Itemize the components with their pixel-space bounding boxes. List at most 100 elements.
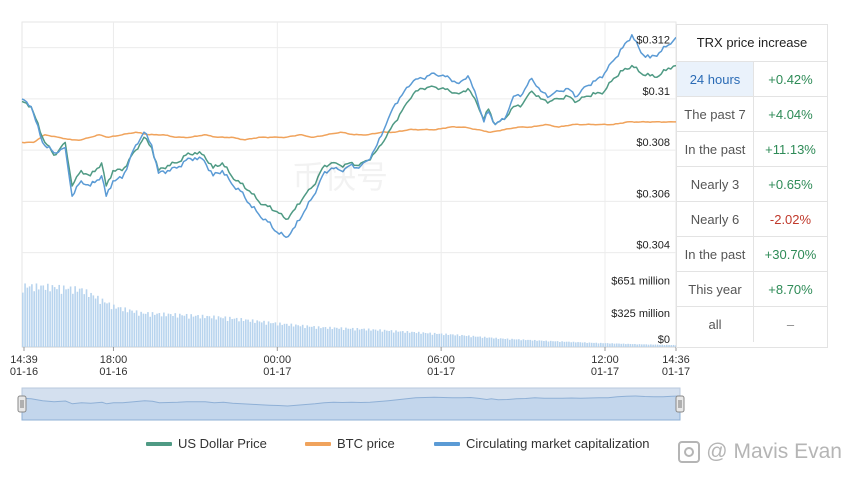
period-label[interactable]: all bbox=[677, 307, 754, 342]
volume-bar bbox=[388, 330, 390, 347]
stats-row[interactable]: This year +8.70% bbox=[677, 272, 827, 307]
volume-bar bbox=[119, 307, 122, 347]
volume-bar bbox=[420, 333, 422, 347]
legend-label: US Dollar Price bbox=[178, 436, 267, 451]
volume-bar bbox=[650, 344, 652, 347]
volume-bar bbox=[290, 323, 293, 347]
volume-bar bbox=[595, 342, 598, 347]
volume-bar bbox=[522, 339, 525, 347]
volume-bar bbox=[634, 343, 636, 347]
volume-bar bbox=[499, 338, 502, 347]
volume-bar bbox=[431, 334, 434, 347]
volume-bar bbox=[206, 315, 208, 347]
stats-row[interactable]: Nearly 6 -2.02% bbox=[677, 202, 827, 237]
period-label[interactable]: In the past bbox=[677, 132, 754, 166]
period-label[interactable]: 24 hours bbox=[677, 62, 754, 96]
volume-bar bbox=[56, 289, 58, 347]
volume-bar bbox=[543, 340, 545, 347]
legend-item-btc-price[interactable]: BTC price bbox=[305, 436, 395, 451]
volume-bar bbox=[113, 304, 115, 347]
volume-bar bbox=[204, 318, 206, 347]
period-label[interactable]: Nearly 6 bbox=[677, 202, 754, 236]
volume-bar bbox=[28, 286, 31, 347]
volume-bar bbox=[570, 342, 573, 347]
volume-bar bbox=[618, 343, 620, 347]
volume-bar bbox=[588, 342, 591, 347]
volume-bar bbox=[26, 287, 29, 347]
stats-row[interactable]: The past 7 +4.04% bbox=[677, 97, 827, 132]
volume-bar bbox=[308, 326, 311, 347]
volume-bar bbox=[142, 313, 145, 347]
volume-bar bbox=[247, 319, 249, 347]
legend-label: Circulating market capitalization bbox=[466, 436, 650, 451]
volume-bar bbox=[279, 322, 281, 347]
range-navigator[interactable] bbox=[17, 387, 685, 421]
volume-bar bbox=[429, 332, 431, 347]
volume-bar bbox=[511, 338, 513, 347]
volume-bar bbox=[103, 302, 106, 347]
stats-row[interactable]: In the past +30.70% bbox=[677, 237, 827, 272]
period-label[interactable]: This year bbox=[677, 272, 754, 306]
stats-row[interactable]: In the past +11.13% bbox=[677, 132, 827, 167]
volume-bar bbox=[122, 311, 124, 347]
volume-bar bbox=[317, 326, 320, 347]
volume-bar bbox=[554, 341, 557, 347]
period-label[interactable]: In the past bbox=[677, 237, 754, 271]
navigator-handle-left[interactable] bbox=[17, 395, 27, 413]
volume-bar bbox=[215, 319, 218, 347]
volume-bar bbox=[449, 334, 452, 347]
volume-bar bbox=[304, 328, 306, 347]
volume-bar bbox=[565, 341, 568, 347]
x-tick-time: 14:36 bbox=[662, 354, 690, 366]
watermark-text: @ Mavis Evan bbox=[706, 440, 842, 463]
x-tick-time: 18:00 bbox=[100, 354, 128, 366]
volume-bar bbox=[213, 315, 215, 347]
volume-bar bbox=[638, 344, 641, 347]
volume-bar bbox=[270, 323, 272, 347]
period-label[interactable]: The past 7 bbox=[677, 97, 754, 131]
volume-bar bbox=[408, 332, 411, 347]
volume-bar bbox=[374, 329, 377, 347]
volume-bar bbox=[99, 303, 101, 347]
volume-bar bbox=[581, 342, 584, 347]
volume-bar bbox=[133, 312, 136, 347]
volume-bar bbox=[620, 343, 623, 347]
change-value: +0.42% bbox=[768, 72, 813, 87]
volume-bar bbox=[324, 327, 327, 347]
volume-bar bbox=[376, 330, 379, 347]
volume-bar bbox=[78, 288, 81, 347]
volume-bar bbox=[656, 344, 659, 347]
volume-bar bbox=[144, 313, 147, 347]
volume-bar bbox=[342, 330, 345, 347]
volume-bar bbox=[590, 342, 593, 347]
volume-bar bbox=[447, 334, 450, 347]
volume-bar bbox=[361, 328, 363, 347]
stats-row[interactable]: Nearly 3 +0.65% bbox=[677, 167, 827, 202]
legend-swatch bbox=[434, 441, 460, 446]
volume-bar bbox=[151, 312, 154, 347]
volume-bar bbox=[665, 344, 668, 347]
change-value: +0.65% bbox=[768, 177, 813, 192]
volume-bar bbox=[538, 340, 541, 347]
volume-bar bbox=[138, 315, 140, 347]
period-label[interactable]: Nearly 3 bbox=[677, 167, 754, 201]
volume-bar bbox=[486, 337, 488, 347]
stats-row[interactable]: all – bbox=[677, 307, 827, 342]
stats-row[interactable]: 24 hours +0.42% bbox=[677, 62, 827, 97]
volume-bar bbox=[463, 335, 466, 347]
navigator-handle-right[interactable] bbox=[675, 395, 685, 413]
x-tick-time: 00:00 bbox=[264, 354, 292, 366]
volume-bar bbox=[338, 328, 340, 347]
volume-bar bbox=[670, 345, 673, 347]
volume-bar bbox=[101, 298, 104, 347]
legend-item-usd-price[interactable]: US Dollar Price bbox=[146, 436, 267, 451]
volume-bar bbox=[625, 344, 627, 347]
volume-bar bbox=[452, 334, 454, 347]
volume-bar bbox=[531, 340, 534, 347]
volume-bar bbox=[527, 339, 529, 347]
volume-bar bbox=[217, 316, 220, 347]
volume-bar bbox=[672, 344, 675, 347]
legend-item-market-cap[interactable]: Circulating market capitalization bbox=[434, 436, 650, 451]
volume-bar bbox=[76, 291, 79, 347]
